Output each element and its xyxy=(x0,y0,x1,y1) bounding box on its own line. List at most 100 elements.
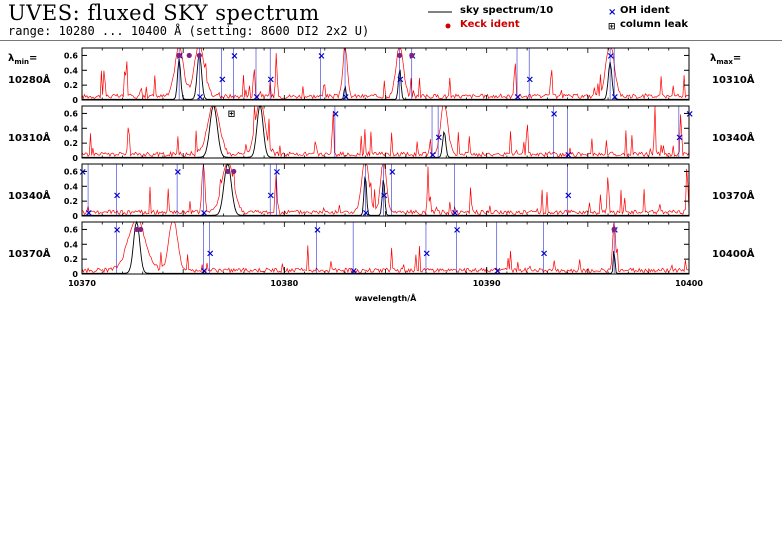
oh-ident-marker: × xyxy=(196,92,204,103)
oh-ident-marker: × xyxy=(273,167,281,178)
oh-ident-marker: × xyxy=(200,266,208,277)
legend-label-oh: OH ident xyxy=(620,5,670,16)
panel-frame xyxy=(81,105,690,159)
oh-ident-marker: × xyxy=(453,225,461,236)
legend-label-sky: sky spectrum/10 xyxy=(460,5,554,16)
oh-ident-marker: × xyxy=(514,92,522,103)
oh-ident-marker: × xyxy=(218,75,226,86)
keck-ident-marker xyxy=(231,168,237,175)
legend-oh-marker: × xyxy=(608,7,616,18)
y-tick-label: 0 xyxy=(72,270,78,279)
keck-ident-marker xyxy=(134,226,140,233)
y-tick-label: 0.6 xyxy=(64,225,79,234)
oh-ident-marker: × xyxy=(267,191,275,202)
x-tick-label: 10380 xyxy=(270,279,298,288)
sky-spectrum-line xyxy=(82,105,689,158)
oh-ident-marker: × xyxy=(200,208,208,219)
y-tick-label: 0.6 xyxy=(64,167,79,176)
oh-ident-marker: × xyxy=(564,150,572,161)
lambda-max-sub: max xyxy=(716,58,733,66)
oh-ident-marker: × xyxy=(113,191,121,202)
panel-2-min-label: 10310Å xyxy=(8,133,51,144)
oh-ident-marker: × xyxy=(493,266,501,277)
oh-ident-marker: × xyxy=(429,150,437,161)
flux-spectrum-line xyxy=(81,105,690,158)
keck-ident-marker xyxy=(196,52,202,59)
spectrum-plots: × × × × × × × × × × × × × × 0 0.2 0.4 0.6 × × × × × × × ⊞ 0 0.2 0.4 0… xyxy=(64,47,703,303)
legend: × ⊞ xyxy=(428,7,616,32)
chart-subtitle: range: 10280 ... 10400 Å (setting: 8600 … xyxy=(8,24,370,38)
y-tick-label: 0.4 xyxy=(64,182,79,191)
x-axis-label: wavelength/Å xyxy=(355,293,417,303)
oh-ident-marker: × xyxy=(396,75,404,86)
panel-3-min-label: 10340Å xyxy=(8,191,51,202)
y-tick-label: 0.2 xyxy=(64,197,78,206)
lambda-min-prefix: λ xyxy=(8,53,15,64)
oh-ident-marker: × xyxy=(675,133,683,144)
panel-4-min-label: 10370Å xyxy=(8,249,51,260)
keck-ident-marker xyxy=(138,226,144,233)
oh-ident-marker: × xyxy=(174,167,182,178)
lambda-min-header: λmin= xyxy=(8,53,37,66)
oh-ident-marker: × xyxy=(85,208,93,219)
oh-ident-marker: × xyxy=(526,75,534,86)
keck-ident-marker xyxy=(397,52,403,59)
legend-label-leak: column leak xyxy=(620,19,688,30)
y-tick-label: 0.2 xyxy=(64,81,78,90)
legend-keck-marker xyxy=(445,23,451,29)
oh-ident-marker: × xyxy=(350,266,358,277)
oh-ident-marker: × xyxy=(267,75,275,86)
oh-ident-marker: × xyxy=(253,92,261,103)
lambda-max-prefix: λ xyxy=(710,53,717,64)
lambda-max-suffix: = xyxy=(732,53,742,64)
y-tick-label: 0.4 xyxy=(64,124,79,133)
oh-ident-marker: × xyxy=(342,92,350,103)
panel-frame xyxy=(81,221,690,275)
lambda-min-sub: min xyxy=(14,58,30,66)
keck-ident-marker xyxy=(225,168,231,175)
y-tick-label: 0.6 xyxy=(64,51,79,60)
legend-leak-marker: ⊞ xyxy=(608,22,616,32)
oh-ident-marker: × xyxy=(686,109,694,120)
lambda-max-header: λmax= xyxy=(710,53,741,66)
oh-ident-marker: × xyxy=(607,51,615,62)
oh-ident-marker: × xyxy=(331,109,339,120)
oh-ident-marker: × xyxy=(362,208,370,219)
oh-ident-marker: × xyxy=(550,109,558,120)
y-tick-label: 0 xyxy=(72,212,78,221)
column-leak-marker: ⊞ xyxy=(228,109,236,119)
chart-title: UVES: fluxed SKY spectrum xyxy=(8,1,320,25)
y-tick-label: 0.4 xyxy=(64,240,79,249)
flux-spectrum-line xyxy=(81,47,690,100)
y-tick-label: 0.6 xyxy=(64,109,79,118)
lambda-min-suffix: = xyxy=(29,53,38,64)
oh-ident-marker: × xyxy=(451,208,459,219)
oh-ident-marker: × xyxy=(313,225,321,236)
oh-ident-marker: × xyxy=(79,167,87,178)
keck-ident-marker xyxy=(176,52,182,59)
y-tick-label: 0.4 xyxy=(64,66,79,75)
y-tick-label: 0.2 xyxy=(64,255,78,264)
y-tick-label: 0 xyxy=(72,154,78,163)
y-tick-label: 0.2 xyxy=(64,139,78,148)
x-tick-label: 10370 xyxy=(68,279,96,288)
oh-ident-marker: × xyxy=(317,51,325,62)
oh-ident-marker: × xyxy=(611,92,619,103)
panel-3-max-label: 10370Å xyxy=(712,191,755,202)
x-tick-label: 10390 xyxy=(473,279,501,288)
panel-2-max-label: 10340Å xyxy=(712,133,755,144)
header-divider xyxy=(0,40,782,41)
oh-ident-marker: × xyxy=(540,249,548,260)
panel-1-max-label: 10310Å xyxy=(712,75,755,86)
oh-ident-marker: × xyxy=(206,249,214,260)
oh-ident-marker: × xyxy=(380,191,388,202)
oh-ident-marker: × xyxy=(230,51,238,62)
oh-ident-marker: × xyxy=(435,133,443,144)
keck-ident-marker xyxy=(409,52,415,59)
legend-label-keck: Keck ident xyxy=(460,19,520,30)
keck-ident-marker xyxy=(611,226,617,233)
oh-ident-marker: × xyxy=(388,167,396,178)
sky-spectrum-line xyxy=(82,220,689,274)
keck-ident-marker xyxy=(186,52,192,59)
oh-ident-marker: × xyxy=(113,225,121,236)
